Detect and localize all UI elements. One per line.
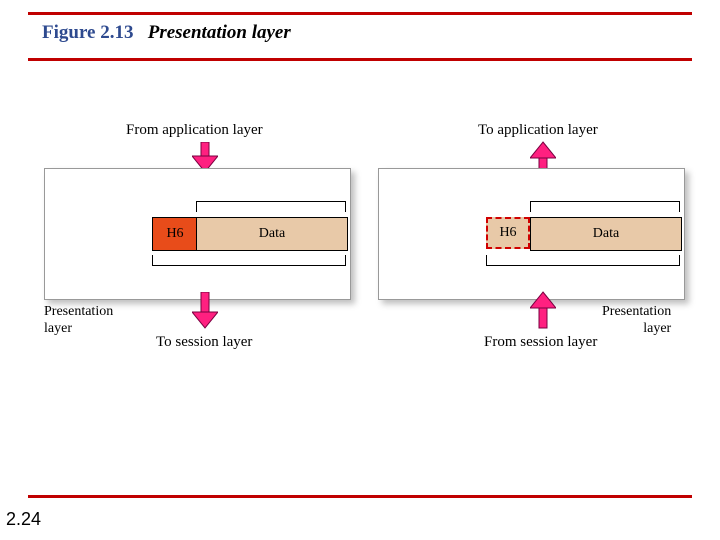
left-bottom-bracket bbox=[152, 255, 346, 266]
right-panel: H6 Data bbox=[378, 168, 685, 300]
right-top-bracket bbox=[530, 201, 680, 212]
right-h6-box: H6 bbox=[486, 217, 530, 249]
page-number: 2.24 bbox=[6, 509, 41, 530]
right-bottom-label: From session layer bbox=[484, 334, 597, 351]
right-side-label-line2: layer bbox=[643, 321, 671, 336]
right-data-box: Data bbox=[530, 217, 682, 251]
title-bottom-rule bbox=[28, 58, 692, 61]
figure-title: Figure 2.13 Presentation layer bbox=[42, 22, 291, 44]
left-bottom-label: To session layer bbox=[156, 334, 252, 351]
left-bottom-arrow-down-icon bbox=[192, 292, 218, 330]
left-data-box: Data bbox=[196, 217, 348, 251]
figure-caption: Presentation layer bbox=[148, 22, 291, 43]
title-top-rule bbox=[28, 12, 692, 15]
bottom-rule bbox=[28, 495, 692, 498]
left-side-label: Presentation layer bbox=[44, 304, 113, 338]
left-side-label-line1: Presentation bbox=[44, 304, 113, 319]
right-side-label: Presentation layer bbox=[602, 304, 671, 338]
left-h6-box: H6 bbox=[152, 217, 198, 251]
right-side-label-line1: Presentation bbox=[602, 304, 671, 319]
right-top-label: To application layer bbox=[478, 122, 598, 139]
right-bottom-bracket bbox=[486, 255, 680, 266]
left-top-bracket bbox=[196, 201, 346, 212]
left-side-label-line2: layer bbox=[44, 321, 72, 336]
left-top-label: From application layer bbox=[126, 122, 263, 139]
left-panel: H6 Data bbox=[44, 168, 351, 300]
figure-number: Figure 2.13 bbox=[42, 22, 133, 43]
right-bottom-arrow-up-icon bbox=[530, 290, 556, 330]
